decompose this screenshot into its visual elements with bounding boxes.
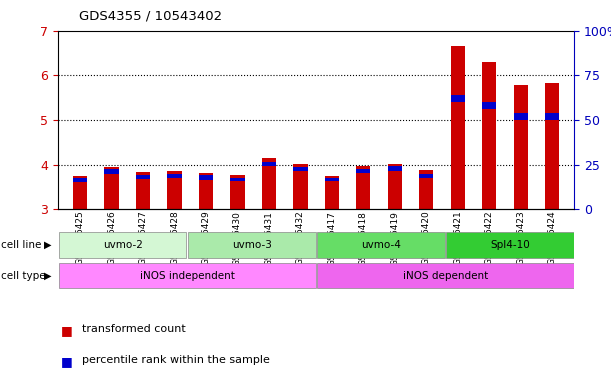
Bar — [230, 175, 244, 209]
Bar — [451, 46, 465, 209]
Text: iNOS dependent: iNOS dependent — [403, 270, 488, 281]
Bar — [262, 158, 276, 209]
Text: ▶: ▶ — [44, 270, 51, 281]
Bar — [167, 171, 181, 209]
Bar — [325, 176, 339, 209]
Bar — [388, 166, 402, 171]
Bar — [73, 178, 87, 182]
Bar — [419, 170, 433, 209]
Text: GDS4355 / 10543402: GDS4355 / 10543402 — [79, 10, 222, 23]
Bar — [293, 164, 307, 209]
Text: cell line: cell line — [1, 240, 42, 250]
Bar — [356, 166, 370, 209]
Text: transformed count: transformed count — [82, 324, 186, 334]
Bar — [325, 179, 339, 181]
Bar — [230, 177, 244, 181]
Bar — [545, 113, 560, 120]
Bar — [317, 263, 574, 288]
Bar — [136, 172, 150, 209]
Text: uvmo-2: uvmo-2 — [103, 240, 142, 250]
Bar — [446, 232, 574, 258]
Bar — [167, 174, 181, 179]
Text: uvmo-4: uvmo-4 — [360, 240, 401, 250]
Text: ▶: ▶ — [44, 240, 51, 250]
Bar — [451, 96, 465, 102]
Bar — [262, 162, 276, 166]
Bar — [199, 173, 213, 209]
Bar — [545, 83, 560, 209]
Bar — [104, 167, 119, 209]
Bar — [293, 167, 307, 171]
Bar — [419, 174, 433, 178]
Bar — [317, 232, 445, 258]
Bar — [356, 169, 370, 173]
Text: ■: ■ — [61, 355, 73, 368]
Text: percentile rank within the sample: percentile rank within the sample — [82, 355, 270, 365]
Bar — [482, 102, 496, 109]
Bar — [482, 62, 496, 209]
Bar — [136, 175, 150, 179]
Bar — [388, 164, 402, 209]
Bar — [514, 85, 528, 209]
Text: cell type: cell type — [1, 270, 46, 281]
Text: ■: ■ — [61, 324, 73, 338]
Text: iNOS independent: iNOS independent — [140, 270, 235, 281]
Bar — [59, 263, 315, 288]
Bar — [59, 232, 186, 258]
Bar — [199, 175, 213, 180]
Text: uvmo-3: uvmo-3 — [232, 240, 272, 250]
Bar — [514, 113, 528, 120]
Bar — [188, 232, 315, 258]
Text: Spl4-10: Spl4-10 — [490, 240, 530, 250]
Bar — [73, 176, 87, 209]
Bar — [104, 169, 119, 174]
